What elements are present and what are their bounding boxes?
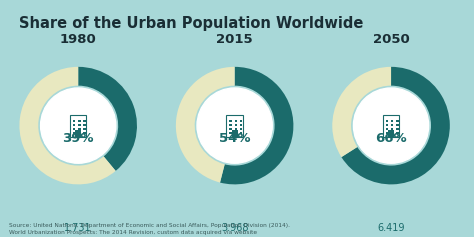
Bar <box>73 120 75 122</box>
Bar <box>391 124 393 126</box>
Text: 1.731
billion: 1.731 billion <box>64 223 93 237</box>
Bar <box>83 120 86 122</box>
Bar <box>229 120 232 122</box>
Bar <box>386 128 388 130</box>
Bar <box>83 132 86 134</box>
Bar <box>73 128 75 130</box>
Bar <box>240 128 242 130</box>
Bar <box>229 132 232 134</box>
Circle shape <box>354 88 428 163</box>
Wedge shape <box>176 67 235 182</box>
Bar <box>391 128 393 130</box>
Bar <box>391 132 393 134</box>
Bar <box>386 120 388 122</box>
Bar <box>386 124 388 126</box>
Bar <box>396 132 399 134</box>
Bar <box>78 132 81 134</box>
Bar <box>235 132 237 134</box>
Bar <box>391 120 393 122</box>
Bar <box>83 124 86 126</box>
Bar <box>386 132 388 134</box>
Wedge shape <box>332 67 391 157</box>
Bar <box>240 132 242 134</box>
Bar <box>78 124 81 126</box>
Bar <box>227 115 243 137</box>
Circle shape <box>41 88 116 163</box>
Text: Share of the Urban Population Worldwide: Share of the Urban Population Worldwide <box>19 16 364 31</box>
Text: Source: United Nations, Department of Economic and Social Affairs, Population Di: Source: United Nations, Department of Ec… <box>9 223 291 235</box>
Bar <box>229 124 232 126</box>
Bar <box>396 120 399 122</box>
Circle shape <box>197 88 272 163</box>
Bar <box>388 130 394 137</box>
Bar <box>73 124 75 126</box>
Bar <box>396 128 399 130</box>
Bar <box>383 115 399 137</box>
Text: 6.419
billion: 6.419 billion <box>376 223 406 237</box>
Bar <box>240 124 242 126</box>
Text: 1980: 1980 <box>60 33 97 46</box>
Bar <box>73 132 75 134</box>
Bar <box>235 124 237 126</box>
Bar <box>235 128 237 130</box>
Text: 54%: 54% <box>219 132 250 145</box>
Wedge shape <box>341 67 450 184</box>
Wedge shape <box>220 67 293 184</box>
Bar <box>240 120 242 122</box>
Bar <box>83 128 86 130</box>
Text: 3.968
billion: 3.968 billion <box>220 223 249 237</box>
Bar <box>75 130 81 137</box>
Bar <box>78 120 81 122</box>
Bar <box>235 120 237 122</box>
Wedge shape <box>19 67 116 184</box>
Bar <box>396 124 399 126</box>
Text: 2015: 2015 <box>216 33 253 46</box>
Bar <box>232 130 237 137</box>
Bar <box>70 115 86 137</box>
Wedge shape <box>78 67 137 171</box>
Text: 2050: 2050 <box>373 33 410 46</box>
Text: 66%: 66% <box>375 132 407 145</box>
Bar <box>229 128 232 130</box>
Text: 39%: 39% <box>63 132 94 145</box>
Bar <box>78 128 81 130</box>
